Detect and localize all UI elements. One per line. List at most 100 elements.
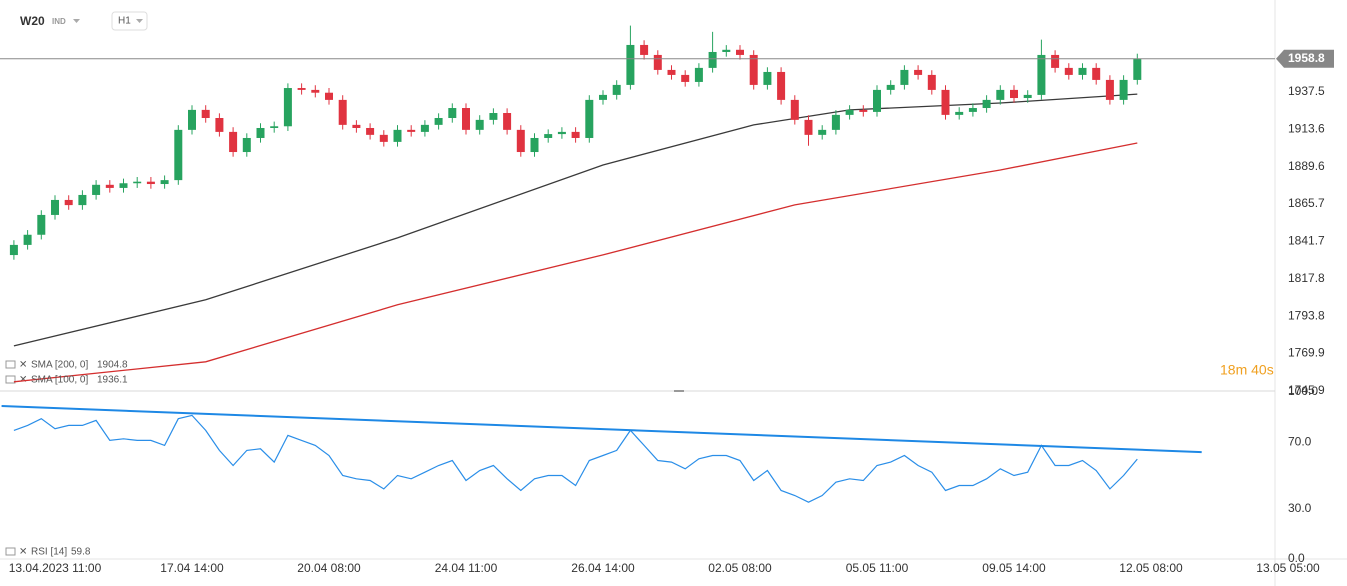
candle-body: [503, 113, 512, 130]
x-tick-label: 26.04 14:00: [571, 561, 635, 575]
last-price-label: 1958.8: [1288, 51, 1325, 65]
legend-close[interactable]: ✕: [19, 375, 27, 386]
y-tick-label: 70.0: [1288, 434, 1312, 448]
candle-body: [242, 137, 251, 153]
legend-icon[interactable]: [5, 547, 16, 556]
countdown: 18m 40s: [1220, 362, 1274, 378]
legend-value: 1936.1: [97, 375, 128, 386]
candle-body: [23, 234, 32, 245]
interval-box[interactable]: [111, 11, 148, 31]
candle-body: [51, 199, 59, 215]
candle-body: [325, 92, 333, 100]
candle-body: [859, 109, 868, 112]
candle-body: [873, 89, 881, 112]
candle-body: [749, 54, 758, 85]
candle-body: [1064, 67, 1073, 75]
candle-body: [420, 124, 429, 132]
candle-body: [1037, 54, 1046, 95]
candle-body: [818, 129, 827, 135]
candle-body: [407, 129, 416, 132]
candle-body: [626, 44, 635, 85]
candle-body: [160, 180, 169, 185]
candle-body: [1119, 79, 1128, 100]
candle-body: [352, 124, 361, 128]
x-tick-label: 17.04 14:00: [160, 561, 224, 575]
candle-body: [694, 67, 703, 82]
candle-body: [379, 134, 388, 142]
legend-name: SMA [100, 0]: [31, 375, 88, 386]
legend-close[interactable]: ✕: [19, 547, 27, 558]
y-tick-label: 1793.8: [1288, 308, 1325, 322]
candle-body: [968, 108, 977, 112]
x-tick-label: 20.04 08:00: [297, 561, 361, 575]
legend-icons: ✕ ✕ ✕: [5, 360, 27, 558]
candle-body: [777, 71, 786, 100]
candle-body: [215, 118, 224, 132]
candle-body: [1051, 54, 1060, 68]
x-tick-label: 12.05 08:00: [1119, 561, 1183, 575]
candle-body: [763, 71, 772, 85]
symbol[interactable]: W20: [20, 14, 45, 28]
candle-body: [544, 134, 553, 138]
candle-body: [9, 244, 18, 256]
market: IND: [52, 17, 66, 26]
legend-icon[interactable]: [5, 360, 16, 369]
candle-body: [434, 118, 443, 125]
candle-body: [311, 89, 320, 93]
y-tick-label: 30.0: [1288, 501, 1312, 515]
candle-body: [530, 137, 539, 153]
candle-body: [283, 88, 292, 127]
y-tick-label: 1769.9: [1288, 346, 1325, 360]
y-tick-label: 1913.6: [1288, 121, 1325, 135]
candle-body: [914, 69, 923, 75]
rsi-line: [13, 414, 1138, 503]
candle-body: [270, 126, 279, 128]
trendline: [1, 405, 1202, 454]
dropdown-icon[interactable]: [73, 19, 80, 23]
candle-body: [708, 51, 717, 68]
x-tick-label: 13.04.2023 11:00: [9, 561, 102, 575]
candle-body: [92, 184, 101, 195]
y-tick-label: 1865.7: [1288, 196, 1325, 210]
legend-value: 1904.8: [97, 360, 128, 371]
candle-body: [1010, 89, 1018, 99]
candle-body: [557, 131, 566, 135]
last-price-tag: [1276, 49, 1334, 68]
dropdown-icon[interactable]: [136, 19, 143, 23]
y-tick-label: 1937.5: [1288, 84, 1325, 98]
x-tick-label: 05.05 11:00: [846, 561, 909, 575]
candle-body: [119, 183, 128, 188]
candle-body: [462, 108, 470, 130]
sma-line: [13, 142, 1138, 383]
candle-body: [1078, 67, 1087, 75]
candle-body: [338, 99, 347, 125]
sma-line: [13, 93, 1138, 347]
candle-body: [1105, 79, 1114, 100]
candle-body: [845, 109, 854, 115]
interval[interactable]: H1: [118, 16, 131, 27]
y-tick-label: 100.0: [1288, 384, 1318, 398]
x-tick-label: 13.05 05:00: [1256, 561, 1320, 575]
candle-body: [996, 89, 1005, 100]
candle-body: [736, 49, 744, 55]
legend-close[interactable]: ✕: [19, 360, 27, 371]
candle-body: [612, 84, 621, 95]
candle-body: [927, 74, 936, 90]
candle-body: [1133, 58, 1142, 80]
candle-body: [448, 108, 457, 119]
candle-body: [489, 113, 498, 120]
candle-body: [640, 44, 649, 55]
candle-body: [366, 127, 375, 135]
candle-body: [201, 109, 210, 119]
candle-body: [1023, 94, 1032, 99]
candle-body: [105, 184, 114, 188]
candle-body: [941, 89, 950, 115]
legend-icon[interactable]: [5, 375, 16, 384]
candle-body: [585, 99, 594, 138]
candle-body: [64, 199, 73, 206]
y-tick-label: 1745.9: [1288, 383, 1325, 397]
candle-body: [133, 181, 142, 184]
legend-value: 59.8: [71, 547, 91, 558]
x-tick-label: 02.05 08:00: [708, 561, 772, 575]
